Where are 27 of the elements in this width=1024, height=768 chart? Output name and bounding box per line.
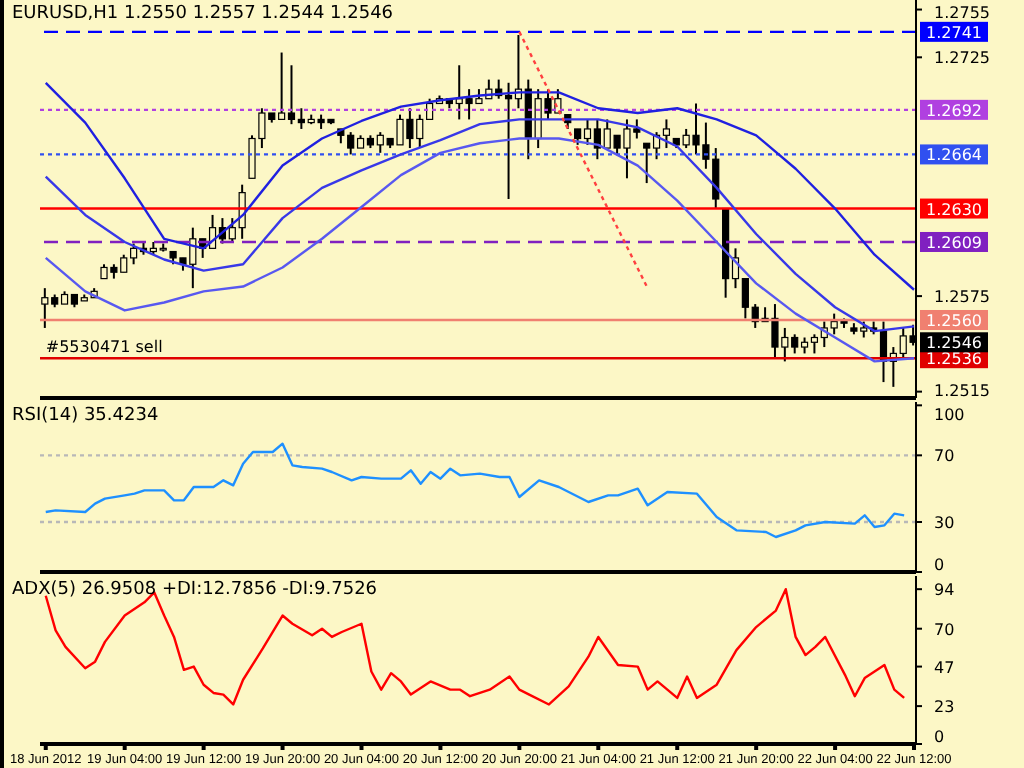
ref-line-label: 1.2536 xyxy=(926,350,982,369)
ref-line-label: 1.2664 xyxy=(926,146,982,165)
y-tick-label: 1.2725 xyxy=(934,49,990,68)
y-tick-label: 0 xyxy=(934,728,945,746)
text: 1.2546 xyxy=(926,334,982,353)
y-tick-label: 23 xyxy=(934,698,955,717)
y-tick-label: 94 xyxy=(934,581,955,600)
y-tick-label: 30 xyxy=(934,514,955,532)
ref-line-label: 1.2560 xyxy=(926,311,982,330)
line-series xyxy=(44,118,916,333)
y-tick-label: 47 xyxy=(934,658,955,677)
line-series xyxy=(44,81,916,291)
chart-title: RSI(14) 35.4234 xyxy=(12,406,159,426)
y-tick-label: 70 xyxy=(934,620,955,639)
annotation: #5530471 sell xyxy=(45,338,163,357)
y-tick-label: 1.2755 xyxy=(934,4,990,22)
ref-line-label: 1.2741 xyxy=(926,23,982,42)
ref-line-label: 1.2692 xyxy=(926,101,982,120)
ref-line-label: 1.2630 xyxy=(926,200,982,219)
chart-title: EURUSD,H1 1.2550 1.2557 1.2544 1.2546 xyxy=(12,4,394,24)
y-tick-label: 1.2515 xyxy=(934,382,990,400)
y-tick-label: 100 xyxy=(934,406,965,424)
ref-line-label: 1.2609 xyxy=(926,233,982,252)
chart-title: ADX(5) 26.9508 +DI:12.7856 -DI:9.7526 xyxy=(12,580,378,600)
y-tick-label: 70 xyxy=(934,447,955,466)
y-tick-label: 1.2575 xyxy=(934,288,990,307)
y-tick-label: 0 xyxy=(934,556,945,574)
